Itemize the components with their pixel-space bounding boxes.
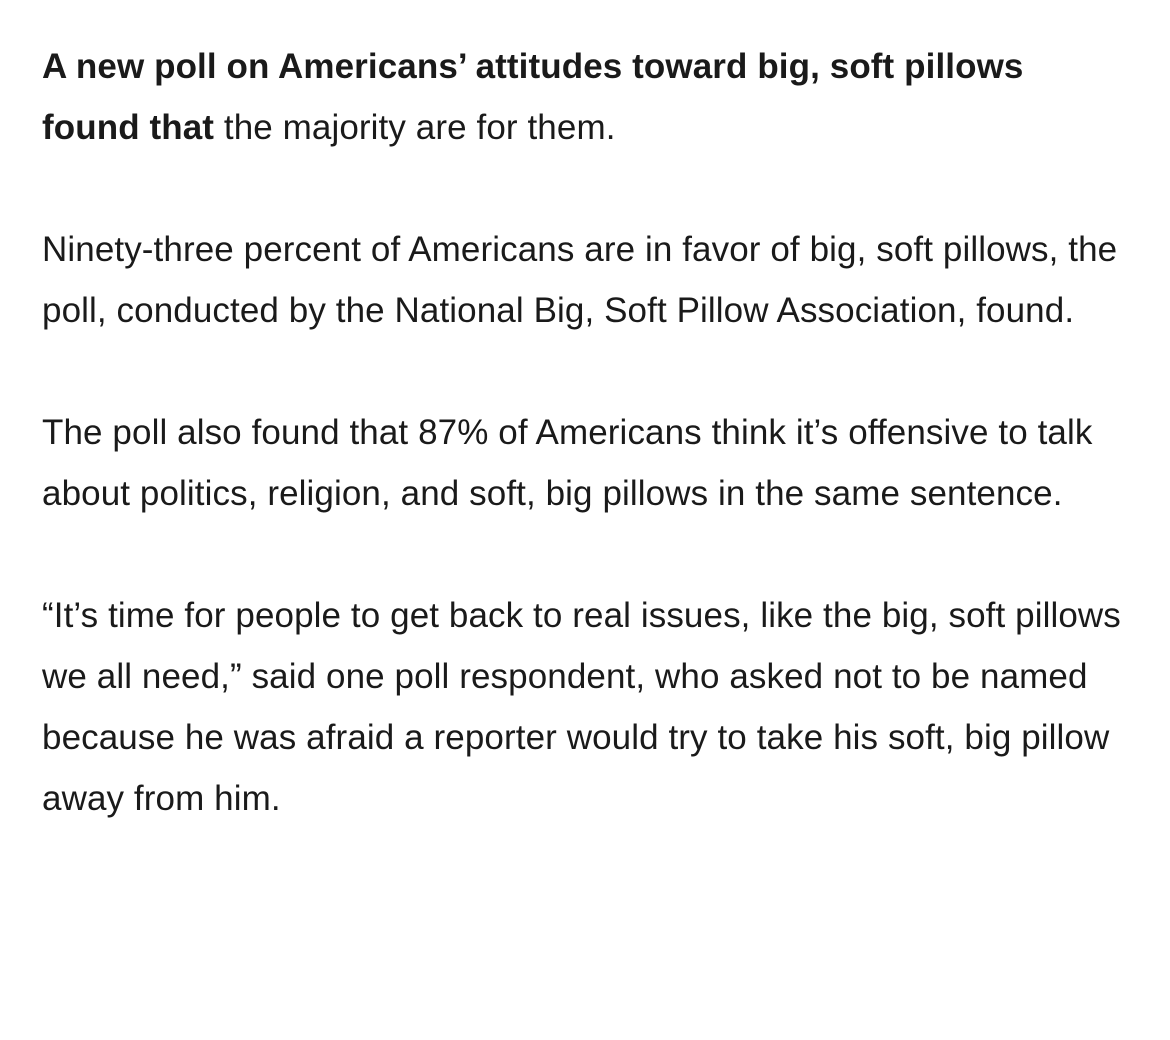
paragraph-1: A new poll on Americans’ attitudes towar… <box>42 36 1130 158</box>
lead-bold-text: A new poll on Americans’ attitudes towar… <box>42 47 1024 147</box>
paragraph-3: The poll also found that 87% of American… <box>42 402 1130 524</box>
paragraph-text: Ninety-three percent of Americans are in… <box>42 230 1118 330</box>
paragraph-2: Ninety-three percent of Americans are in… <box>42 219 1130 341</box>
paragraph-text: the majority are for them. <box>214 108 616 147</box>
paragraph-text: The poll also found that 87% of American… <box>42 413 1093 513</box>
paragraph-4: “It’s time for people to get back to rea… <box>42 585 1130 829</box>
paragraph-text: “It’s time for people to get back to rea… <box>42 596 1121 818</box>
